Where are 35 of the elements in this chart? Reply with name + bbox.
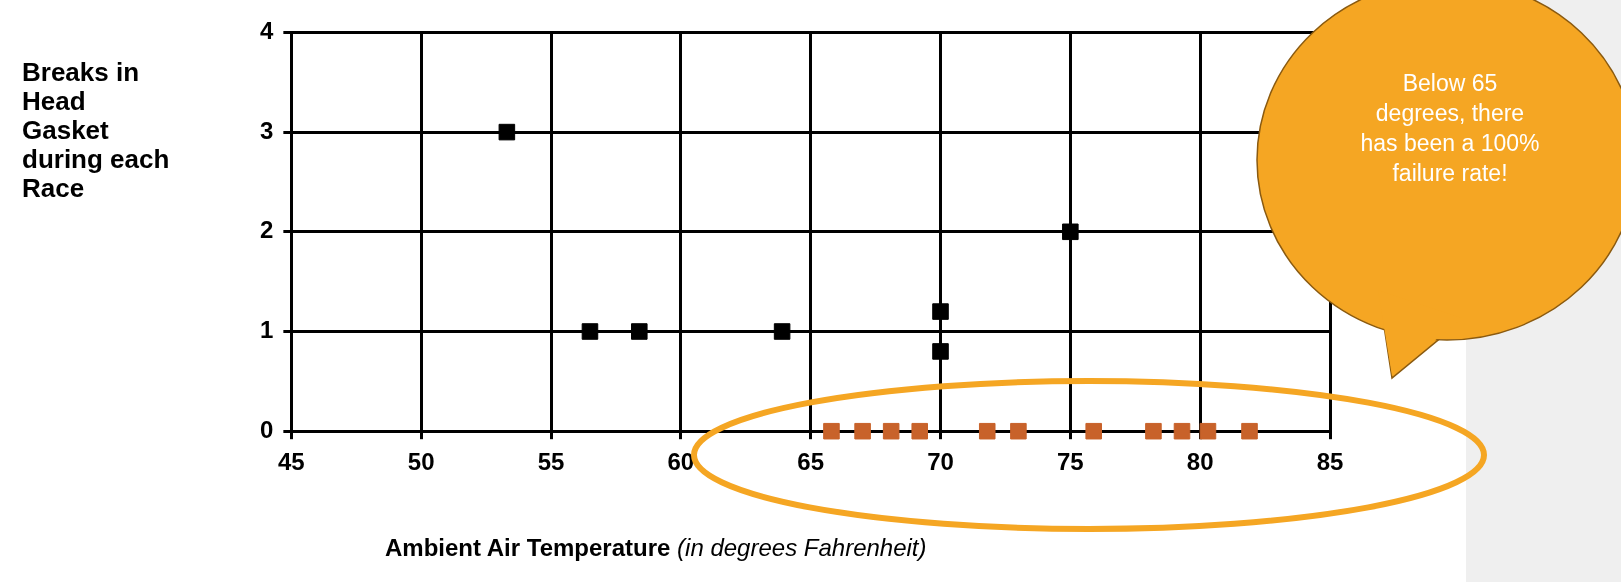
point [882, 422, 900, 440]
point [1062, 223, 1079, 241]
text: Below 65 degrees, there has been a 100% failure rate! [1359, 69, 1541, 188]
point [1199, 422, 1217, 440]
point [1173, 422, 1191, 440]
point [581, 323, 599, 340]
point [1241, 422, 1258, 440]
point [631, 323, 648, 340]
point [911, 422, 929, 440]
y-tick-label: 2 [259, 216, 274, 244]
point [1145, 422, 1162, 440]
y-tick-label: 1 [259, 316, 274, 344]
point [1085, 422, 1102, 440]
x-tick-label: 50 [407, 448, 435, 476]
point [932, 343, 949, 360]
x-tick-label: 80 [1186, 448, 1214, 476]
x-axis-title: Ambient Air Temperature (in degrees Fahrenheit) [385, 534, 927, 562]
x-tick-label: 70 [927, 448, 954, 476]
point [1010, 422, 1027, 440]
y-tick-label: 0 [259, 415, 274, 443]
x-tick-label: 45 [278, 448, 305, 476]
x-tick-label: 60 [667, 448, 695, 476]
point [498, 123, 516, 141]
point [823, 422, 840, 440]
x-tick-label: 75 [1056, 448, 1084, 476]
point [978, 422, 996, 440]
point [932, 303, 949, 320]
x-tick-label: 65 [797, 448, 825, 476]
point [773, 323, 791, 340]
point [854, 422, 871, 440]
y-tick-label: 3 [259, 116, 274, 144]
x-tick-label: 85 [1316, 448, 1344, 476]
x-tick-label: 55 [537, 448, 565, 476]
y-tick-label: 4 [259, 17, 274, 45]
y-axis-title: Breaks in Head Gasket during each Race [22, 57, 171, 203]
